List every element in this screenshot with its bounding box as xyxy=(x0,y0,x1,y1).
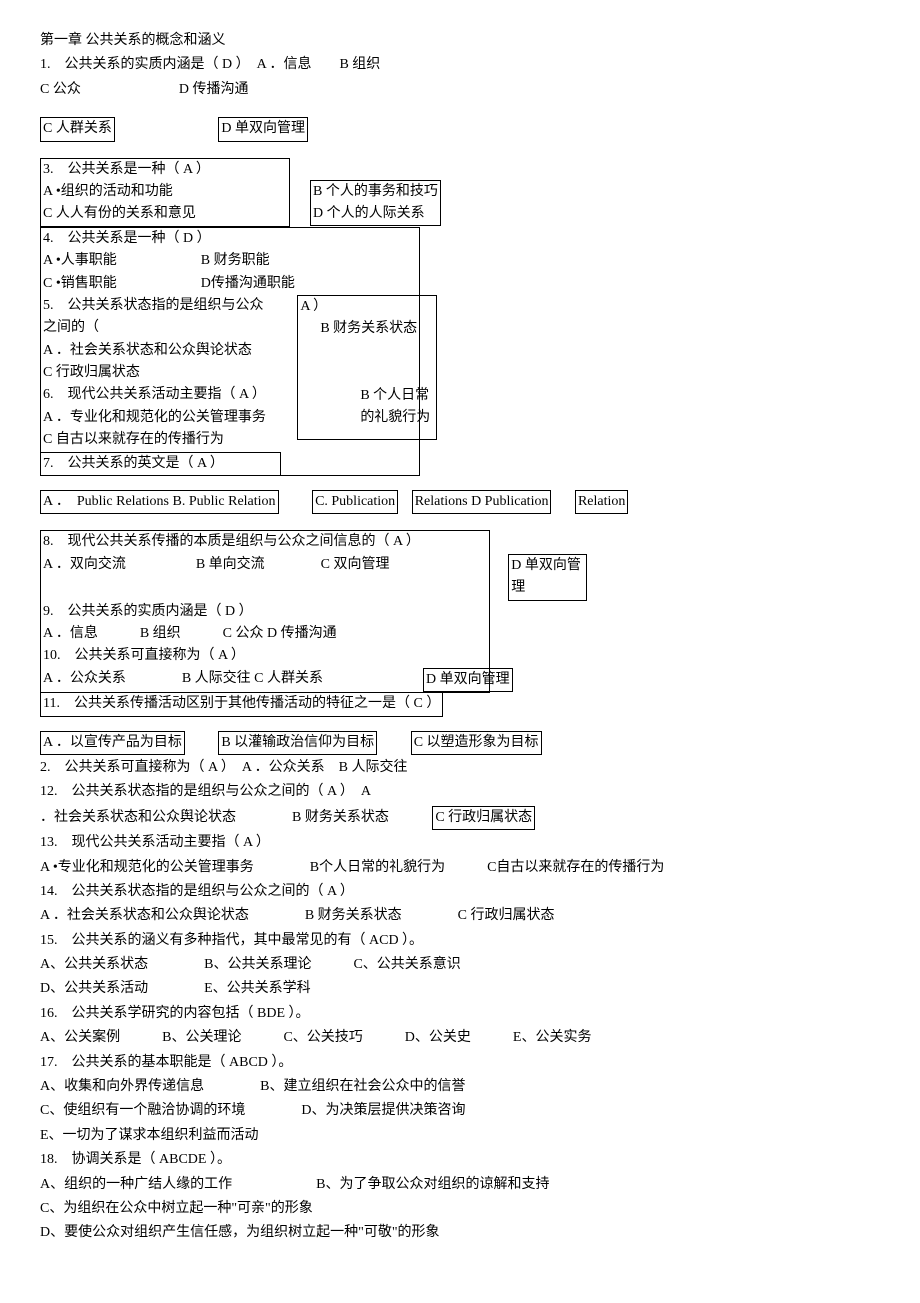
q3-line1: 3. 公共关系是一种（ A ） xyxy=(43,159,287,181)
q6-line1: 6. 现代公共关系活动主要指（ A ） xyxy=(43,384,277,406)
q14-line2: A ．社会关系状态和公众舆论状态 B 财务关系状态 C 行政归属状态 xyxy=(40,905,880,927)
chapter-title: 第一章 公共关系的概念和涵义 xyxy=(40,30,880,52)
q4-line1: 4. 公共关系是一种（ D ） xyxy=(43,228,417,250)
q12-line2: ．社会关系状态和公众舆论状态 B 财务关系状态 C 行政归属状态 xyxy=(40,806,880,830)
q3-b: B 个人的事务和技巧 xyxy=(313,181,438,203)
q1-line1: 1. 公共关系的实质内涵是（ D ） A ．信息 B 组织 xyxy=(40,54,880,76)
q5-right: A ） B 财务关系状态 B 个人日常的礼貌行为 xyxy=(297,295,437,441)
q7-line1: 7. 公共关系的英文是（ A ） xyxy=(41,452,281,475)
q12-line2-a: ．社会关系状态和公众舆论状态 B 财务关系状态 xyxy=(40,810,389,825)
q1-extra-c: C 人群关系 xyxy=(40,117,115,141)
q3-d: D 个人的人际关系 xyxy=(313,203,438,225)
q3-right: B 个人的事务和技巧 D 个人的人际关系 xyxy=(310,180,441,227)
q5-c: C 行政归属状态 xyxy=(43,362,277,384)
q6-a: A ．专业化和规范化的公关管理事务 xyxy=(43,407,277,429)
q7-r: Relations D Publication xyxy=(412,490,552,514)
q4-line2: A •人事职能 B 财务职能 xyxy=(43,250,417,272)
q3-a: A •组织的活动和功能 xyxy=(43,181,287,203)
q5-a: A ．社会关系状态和公众舆论状态 xyxy=(43,340,277,362)
q2-mid: 2. 公共关系可直接称为（ A ） A ．公众关系 B 人际交往 xyxy=(40,757,880,779)
q8-line1: 8. 现代公共关系传播的本质是组织与公众之间信息的（ A ） xyxy=(43,531,487,553)
q8-d: D 单双向管理 xyxy=(508,554,587,601)
q16-line2: A、公关案例 B、公关理论 C、公关技巧 D、公关史 E、公关实务 xyxy=(40,1027,880,1049)
q17-line1: 17. 公共关系的基本职能是（ ABCD ）。 xyxy=(40,1052,880,1074)
q8-ab: A ．双向交流 B 单向交流 C 双向管理 xyxy=(43,554,408,576)
q7-options: A ． Public Relations B. Public Relation … xyxy=(40,490,880,514)
q14-line1: 14. 公共关系状态指的是组织与公众之间的（ A ） xyxy=(40,881,880,903)
q10-line1: 10. 公共关系可直接称为（ A ） xyxy=(43,645,487,667)
q11-a: A ．以宣传产品为目标 xyxy=(40,731,185,755)
q18-line1: 18. 协调关系是（ ABCDE ）。 xyxy=(40,1149,880,1171)
q3-c: C 人人有份的关系和意见 xyxy=(43,203,287,225)
q11-line1: 11. 公共关系传播活动区别于其他传播活动的特征之一是（ C ） xyxy=(40,693,443,716)
q4-line3: C •销售职能 D传播沟通职能 xyxy=(43,273,417,295)
q11-options: A ．以宣传产品为目标 B 以灌输政治信仰为目标 C 以塑造形象为目标 xyxy=(40,731,880,755)
q10-line2: A ．公众关系 B 人际交往 C 人群关系 xyxy=(43,668,383,690)
q18-line4: D、要使公众对组织产生信任感，为组织树立起一种"可敬"的形象 xyxy=(40,1222,880,1244)
q11-b: B 以灌输政治信仰为目标 xyxy=(218,731,377,755)
q6-c: C 自古以来就存在的传播行为 xyxy=(43,429,277,451)
q12-line1: 12. 公共关系状态指的是组织与公众之间的（ A ） A xyxy=(40,781,880,803)
q3-block: 3. 公共关系是一种（ A ） A •组织的活动和功能 C 人人有份的关系和意见… xyxy=(40,158,880,227)
q4-q7-block: 4. 公共关系是一种（ D ） A •人事职能 B 财务职能 C •销售职能 D… xyxy=(40,227,420,476)
q1-extra-row: C 人群关系 D 单双向管理 xyxy=(40,117,880,141)
q15-line2: A、公共关系状态 B、公共关系理论 C、公共关系意识 xyxy=(40,954,880,976)
q6-b: B 个人日常的礼貌行为 xyxy=(300,385,434,430)
q1-line2: C 公众 D 传播沟通 xyxy=(40,79,880,101)
q10-d: D 单双向管理 xyxy=(423,668,513,692)
q17-line2: A、收集和向外界传递信息 B、建立组织在社会公众中的信誉 xyxy=(40,1076,880,1098)
q5-aparen: A ） xyxy=(300,296,434,318)
q17-line4: E、一切为了谋求本组织利益而活动 xyxy=(40,1125,880,1147)
q7-a: A ． Public Relations B. Public Relation xyxy=(40,490,279,514)
q13-line2: A •专业化和规范化的公关管理事务 B个人日常的礼貌行为 C自古以来就存在的传播… xyxy=(40,857,880,879)
q9-line1: 9. 公共关系的实质内涵是（ D ） xyxy=(43,601,487,623)
q18-line2: A、组织的一种广结人缘的工作 B、为了争取公众对组织的谅解和支持 xyxy=(40,1174,880,1196)
q5-b: B 财务关系状态 xyxy=(300,318,434,340)
q1-extra-d: D 单双向管理 xyxy=(218,117,308,141)
q3-left: 3. 公共关系是一种（ A ） A •组织的活动和功能 C 人人有份的关系和意见 xyxy=(40,158,290,227)
q5-line1: 5. 公共关系状态指的是组织与公众之间的（ xyxy=(43,295,277,340)
q11-c: C 以塑造形象为目标 xyxy=(411,731,542,755)
q15-line3: D、公共关系活动 E、公共关系学科 xyxy=(40,978,880,1000)
q17-line3: C、使组织有一个融洽协调的环境 D、为决策层提供决策咨询 xyxy=(40,1100,880,1122)
q12-line2-c: C 行政归属状态 xyxy=(432,806,535,830)
q16-line1: 16. 公共关系学研究的内容包括（ BDE ）。 xyxy=(40,1003,880,1025)
q7-c: C. Publication xyxy=(312,490,398,514)
q13-line1: 13. 现代公共关系活动主要指（ A ） xyxy=(40,832,880,854)
q9-line2: A ．信息 B 组织 C 公众 D 传播沟通 xyxy=(43,623,487,645)
q18-line3: C、为组织在公众中树立起一种"可亲"的形象 xyxy=(40,1198,880,1220)
q7-rel: Relation xyxy=(575,490,628,514)
q8-q11-block: 8. 现代公共关系传播的本质是组织与公众之间信息的（ A ） A ．双向交流 B… xyxy=(40,530,880,716)
q15-line1: 15. 公共关系的涵义有多种指代，其中最常见的有（ ACD ）。 xyxy=(40,930,880,952)
